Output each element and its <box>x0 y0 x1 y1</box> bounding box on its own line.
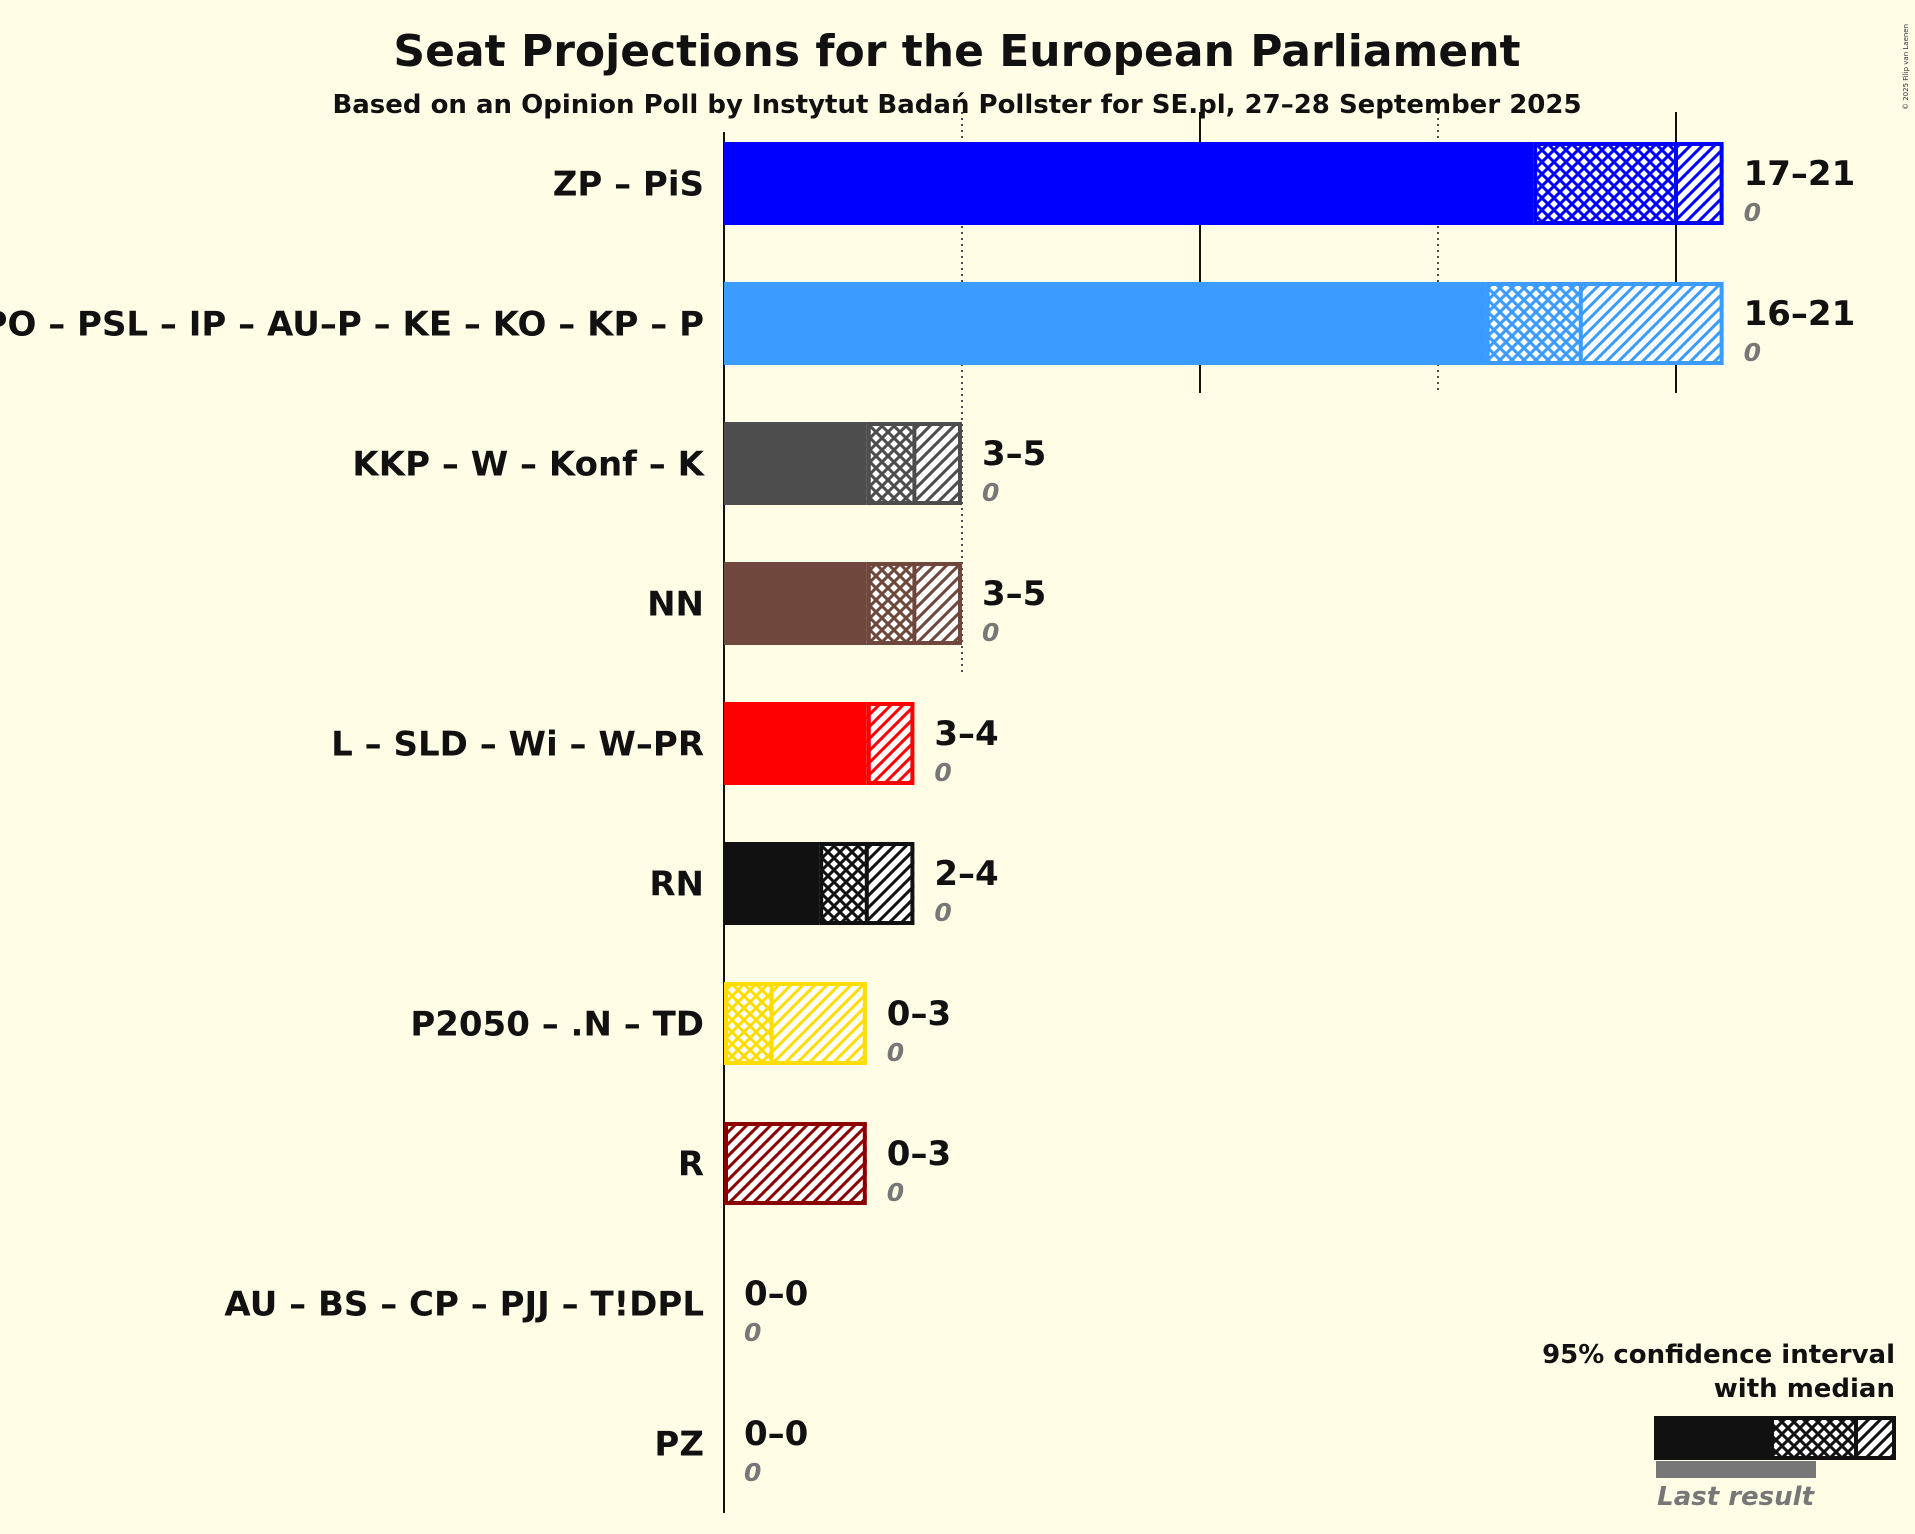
bar-ci-outline <box>724 1122 867 1205</box>
copyright-text: © 2025 Filip van Laenen <box>1902 24 1910 110</box>
legend-last-result-bar <box>1656 1461 1816 1478</box>
legend-cross-swatch <box>1774 1416 1856 1460</box>
chart-subtitle: Based on an Opinion Poll by Instytut Bad… <box>332 90 1581 120</box>
bar-ci-from-median <box>914 422 962 505</box>
party-row: RN 2–4 0 <box>649 842 999 927</box>
bar-solid <box>724 702 867 785</box>
party-row: R 0–3 0 <box>678 1122 951 1207</box>
party-row: KKP – W – Konf – K 3–5 0 <box>352 422 1046 507</box>
chart-title: Seat Projections for the European Parlia… <box>393 26 1520 77</box>
bar-ci-outline <box>866 702 915 785</box>
last-result-label: 0 <box>934 758 951 787</box>
bar-ci-to-median <box>819 842 867 925</box>
range-label: 0–3 <box>887 994 951 1034</box>
legend-outline <box>1654 1416 1896 1460</box>
range-label: 3–5 <box>982 574 1046 614</box>
bar-ci-to-median <box>1533 142 1676 225</box>
party-row: NN 3–5 0 <box>647 562 1046 647</box>
legend-title-line2: with median <box>1714 1374 1895 1404</box>
bar-ci-from-median <box>914 562 962 645</box>
bar-solid <box>724 282 1486 365</box>
bar-solid <box>724 422 867 505</box>
last-result-label: 0 <box>744 1458 761 1487</box>
party-label: AU – BS – CP – PJJ – T!DPL <box>224 1285 704 1325</box>
bar-solid <box>724 142 1534 225</box>
party-row: P2050 – .N – TD 0–3 0 <box>410 982 951 1067</box>
last-result-label: 0 <box>887 1038 904 1067</box>
bar-ci-outline <box>1485 282 1724 365</box>
bar-ci-from-median <box>866 702 915 785</box>
bar-ci-from-median <box>724 1122 867 1205</box>
bar-ci-to-median <box>866 422 915 505</box>
bar-solid <box>724 842 820 925</box>
party-row: PZ 0–0 0 <box>654 1414 808 1487</box>
legend: 95% confidence interval with median Last r… <box>1542 1340 1896 1512</box>
last-result-label: 0 <box>1744 338 1761 367</box>
party-label: PZ <box>654 1425 704 1465</box>
party-label: KKP – W – Konf – K <box>352 445 705 485</box>
bar-ci-to-median <box>724 982 772 1065</box>
bar-ci-from-median <box>866 842 915 925</box>
bar-ci-from-median <box>1676 142 1724 225</box>
range-label: 2–4 <box>934 854 998 894</box>
last-result-label: 0 <box>982 478 999 507</box>
bar-ci-outline <box>724 982 867 1065</box>
range-label: 0–0 <box>744 1274 808 1314</box>
legend-title-line1: 95% confidence interval <box>1542 1340 1895 1370</box>
last-result-label: 0 <box>1744 198 1761 227</box>
party-label: NN <box>647 585 704 625</box>
last-result-label: 0 <box>887 1178 904 1207</box>
bar-ci-from-median <box>771 982 867 1065</box>
bar-ci-to-median <box>866 562 915 645</box>
party-row: ZP – PiS 17–21 0 <box>553 142 1856 227</box>
bar-solid <box>724 562 867 645</box>
party-label: L – SLD – Wi – W–PR <box>331 725 704 765</box>
bar-ci-from-median <box>1580 282 1724 365</box>
legend-hatch-swatch <box>1856 1416 1896 1460</box>
party-label: PO – PSL – IP – AU–P – KE – KO – KP – P <box>0 305 704 345</box>
range-label: 17–21 <box>1744 154 1856 194</box>
party-label: RN <box>649 865 704 905</box>
party-row: PO – PSL – IP – AU–P – KE – KO – KP – P 1… <box>0 282 1855 367</box>
range-label: 0–0 <box>744 1414 808 1454</box>
range-label: 3–5 <box>982 434 1046 474</box>
bar-ci-to-median <box>1485 282 1581 365</box>
legend-last-result-label: Last result <box>1657 1482 1815 1512</box>
party-label: ZP – PiS <box>553 165 704 205</box>
range-label: 0–3 <box>887 1134 951 1174</box>
last-result-label: 0 <box>934 898 951 927</box>
party-row: L – SLD – Wi – W–PR 3–4 0 <box>331 702 999 787</box>
legend-solid-swatch <box>1654 1416 1774 1460</box>
party-label: P2050 – .N – TD <box>410 1005 704 1045</box>
last-result-label: 0 <box>744 1318 761 1347</box>
range-label: 16–21 <box>1744 294 1856 334</box>
bar-ci-outline <box>1533 142 1724 225</box>
party-row: AU – BS – CP – PJJ – T!DPL 0–0 0 <box>224 1274 808 1347</box>
party-label: R <box>678 1145 704 1185</box>
last-result-label: 0 <box>982 618 999 647</box>
range-label: 3–4 <box>934 714 998 754</box>
